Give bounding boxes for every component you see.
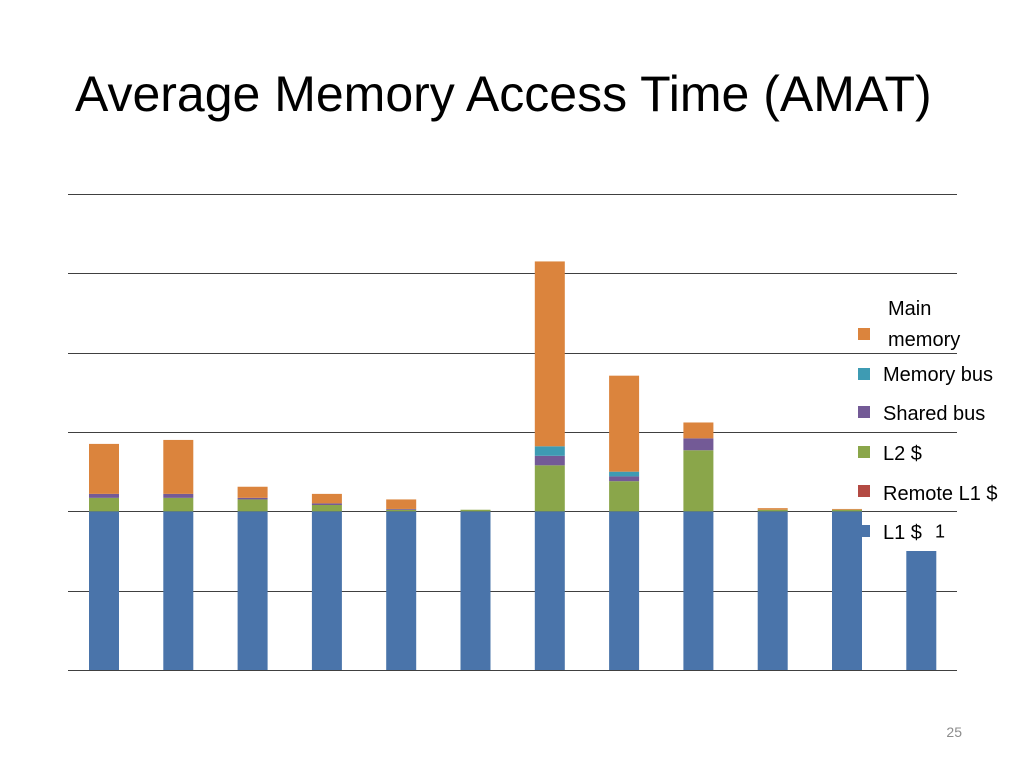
bar-segment-shared-bus — [609, 476, 640, 482]
bar-segment-l2 — [311, 504, 342, 512]
bar-segment-shared-bus — [163, 493, 194, 498]
slide-number: 25 — [946, 724, 962, 740]
bar-segment-main-memory — [89, 443, 119, 494]
chart-annotation: 1 — [935, 521, 945, 541]
bars — [89, 261, 937, 670]
bar-segment-memory-bus — [534, 446, 565, 456]
bar-segment-l2 — [89, 497, 119, 512]
bar-segment-l1 — [460, 511, 491, 670]
bar-segment-l1 — [832, 511, 862, 670]
bar-segment-l2 — [832, 509, 862, 512]
bar-segment-main-memory — [609, 375, 640, 472]
bar-segment-main-memory — [683, 422, 714, 439]
bar-segment-main-memory — [757, 508, 788, 510]
bar-segment-shared-bus — [386, 508, 417, 510]
bar-segment-l1 — [906, 551, 937, 670]
bar-segment-l1 — [534, 511, 565, 670]
bar-segment-l2 — [534, 465, 565, 512]
bar-segment-l1 — [609, 511, 640, 670]
bar-segment-l1 — [386, 511, 417, 670]
bar-segment-l2 — [609, 481, 640, 512]
bar-segment-l1 — [89, 511, 119, 670]
gridlines — [68, 194, 957, 671]
bar-segment-l2 — [757, 509, 788, 512]
bar-segment-shared-bus — [89, 493, 119, 498]
bar-segment-l2 — [163, 497, 194, 512]
bar-segment-l1 — [237, 511, 268, 670]
bar-segment-main-memory — [237, 486, 268, 498]
bar-segment-shared-bus — [683, 438, 714, 451]
bar-segment-l1 — [163, 511, 194, 670]
bar-segment-l2 — [237, 499, 268, 512]
bar-segment-shared-bus — [534, 455, 565, 466]
bar-segment-l1 — [757, 511, 788, 670]
bar-segment-l1 — [311, 511, 342, 670]
bar-segment-l2 — [683, 450, 714, 512]
bar-segment-main-memory — [832, 508, 862, 510]
bar-segment-shared-bus — [311, 503, 342, 505]
bar-segment-shared-bus — [237, 497, 268, 500]
bar-segment-l2 — [460, 509, 491, 512]
bar-segment-l1 — [683, 511, 714, 670]
annotations: 1 — [935, 521, 945, 541]
bar-segment-memory-bus — [609, 471, 640, 477]
bar-segment-main-memory — [311, 493, 342, 504]
bar-segment-main-memory — [386, 499, 417, 509]
bar-segment-main-memory — [163, 439, 194, 494]
slide-title: Average Memory Access Time (AMAT) — [75, 66, 932, 122]
bar-segment-main-memory — [534, 261, 565, 447]
bar-segment-l2 — [386, 509, 417, 512]
